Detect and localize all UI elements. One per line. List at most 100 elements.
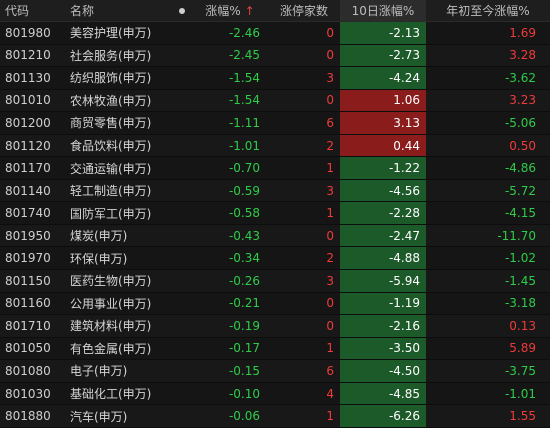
cell-dot [172,90,192,112]
cell-limit-up: 1 [326,206,334,221]
cell-name: 公用事业(申万) [70,296,152,311]
cell-code: 801200 [5,115,51,130]
cell-limit-up: 0 [326,48,334,63]
table-row[interactable]: 801970 环保(申万) -0.34 2 -4.88 -1.02 [0,247,550,271]
header-limit-up[interactable]: 涨停家数 [268,0,340,21]
cell-limit-up: 0 [326,296,334,311]
cell-ten-day: -6.26 [340,405,426,427]
cell-ytd: -5.06 [504,115,536,130]
table-row[interactable]: 801880 汽车(申万) -0.06 1 -6.26 1.55 [0,405,550,428]
cell-code: 801010 [5,93,51,108]
cell-code: 801130 [5,70,51,85]
header-name-label: 名称 [70,4,95,18]
sort-arrow-icon: ↑ [244,3,255,18]
header-name[interactable]: 名称 [64,0,172,21]
cell-change-pct: -0.34 [228,251,260,266]
cell-dot [172,383,192,405]
cell-limit-up: 3 [326,183,334,198]
cell-ten-day: -2.16 [340,315,426,337]
cell-ytd: 0.50 [509,138,536,153]
cell-name: 基础化工(申万) [70,387,152,402]
cell-ytd: -4.86 [504,161,536,176]
table-body: 801980 美容护理(申万) -2.46 0 -2.13 1.69 801210 社会服务(… [0,22,550,428]
table-row[interactable]: 801950 煤炭(申万) -0.43 0 -2.47 -11.70 [0,224,550,248]
cell-name: 建筑材料(申万) [70,319,152,334]
cell-limit-up: 0 [326,93,334,108]
table-row[interactable]: 801740 国防军工(申万) -0.58 1 -2.28 -4.15 [0,202,550,225]
table-row[interactable]: 801210 社会服务(申万) -2.45 0 -2.73 3.28 [0,44,550,68]
table-row[interactable]: 801130 纺织服饰(申万) -1.54 3 -4.24 -3.62 [0,67,550,90]
cell-code: 801710 [5,318,51,333]
cell-ytd: -1.45 [504,273,536,288]
cell-name: 轻工制造(申万) [70,184,152,199]
cell-change-pct: -0.15 [228,363,260,378]
cell-limit-up: 1 [326,409,334,424]
cell-dot [172,270,192,292]
cell-change-pct: -0.21 [228,296,260,311]
table-row[interactable]: 801030 基础化工(申万) -0.10 4 -4.85 -1.01 [0,382,550,406]
cell-change-pct: -0.06 [228,409,260,424]
cell-change-pct: -1.11 [228,115,260,130]
cell-name: 交通运输(申万) [70,161,152,176]
cell-ten-day: -4.85 [340,382,426,405]
cell-change-pct: -2.46 [228,25,260,40]
table-row[interactable]: 801170 交通运输(申万) -0.70 1 -1.22 -4.86 [0,157,550,180]
cell-limit-up: 2 [326,138,334,153]
table-row[interactable]: 801080 电子(申万) -0.15 6 -4.50 -3.75 [0,360,550,383]
cell-code: 801030 [5,386,51,401]
cell-dot [172,22,192,44]
table-row[interactable]: 801710 建筑材料(申万) -0.19 0 -2.16 0.13 [0,315,550,338]
header-limit-up-label: 涨停家数 [279,4,328,18]
cell-name: 电子(申万) [70,364,128,379]
cell-ytd: 0.13 [509,318,536,333]
table-row[interactable]: 801200 商贸零售(申万) -1.11 6 3.13 -5.06 [0,112,550,135]
cell-change-pct: -0.26 [228,273,260,288]
header-dot[interactable] [172,0,192,21]
cell-ytd: -3.62 [504,70,536,85]
cell-limit-up: 3 [326,70,334,85]
cell-code: 801980 [5,25,51,40]
table-row[interactable]: 801980 美容护理(申万) -2.46 0 -2.13 1.69 [0,22,550,45]
cell-ten-day: -3.50 [340,337,426,360]
cell-change-pct: -1.54 [228,93,260,108]
cell-dot [172,293,192,315]
cell-change-pct: -0.17 [228,341,260,356]
cell-limit-up: 0 [326,228,334,243]
cell-ten-day: -2.13 [340,22,426,44]
table-row[interactable]: 801120 食品饮料(申万) -1.01 2 0.44 0.50 [0,134,550,158]
cell-code: 801120 [5,138,51,153]
cell-code: 801080 [5,363,51,378]
cell-name: 纺织服饰(申万) [70,71,152,86]
table-row[interactable]: 801150 医药生物(申万) -0.26 3 -5.94 -1.45 [0,270,550,293]
cell-dot [172,112,192,134]
cell-dot [172,360,192,382]
header-change-pct[interactable]: 涨幅% ↑ [192,0,268,21]
cell-code: 801150 [5,273,51,288]
header-change-pct-label: 涨幅% [205,4,241,18]
table-row[interactable]: 801160 公用事业(申万) -0.21 0 -1.19 -3.18 [0,292,550,316]
table-row[interactable]: 801010 农林牧渔(申万) -1.54 0 1.06 3.23 [0,89,550,113]
cell-ytd: 3.23 [509,93,536,108]
cell-name: 医药生物(申万) [70,274,152,289]
cell-code: 801050 [5,341,51,356]
table-row[interactable]: 801140 轻工制造(申万) -0.59 3 -4.56 -5.72 [0,179,550,203]
cell-change-pct: -0.19 [228,318,260,333]
header-ytd[interactable]: 年初至今涨幅% [426,0,550,21]
cell-dot [172,135,192,157]
header-code[interactable]: 代码 [0,0,64,21]
cell-ten-day: -1.22 [340,157,426,179]
cell-ytd: -5.72 [504,183,536,198]
cell-code: 801950 [5,228,51,243]
cell-limit-up: 3 [326,273,334,288]
cell-code: 801970 [5,251,51,266]
header-ten-day[interactable]: 10日涨幅% [340,0,426,21]
cell-dot [172,180,192,202]
cell-change-pct: -2.45 [228,48,260,63]
cell-code: 801170 [5,161,51,176]
cell-ytd: -3.75 [504,363,536,378]
cell-change-pct: -0.58 [228,206,260,221]
cell-ten-day: -2.47 [340,224,426,247]
table-row[interactable]: 801050 有色金属(申万) -0.17 1 -3.50 5.89 [0,337,550,361]
cell-ytd: 1.69 [509,25,536,40]
cell-ten-day: -2.28 [340,202,426,224]
